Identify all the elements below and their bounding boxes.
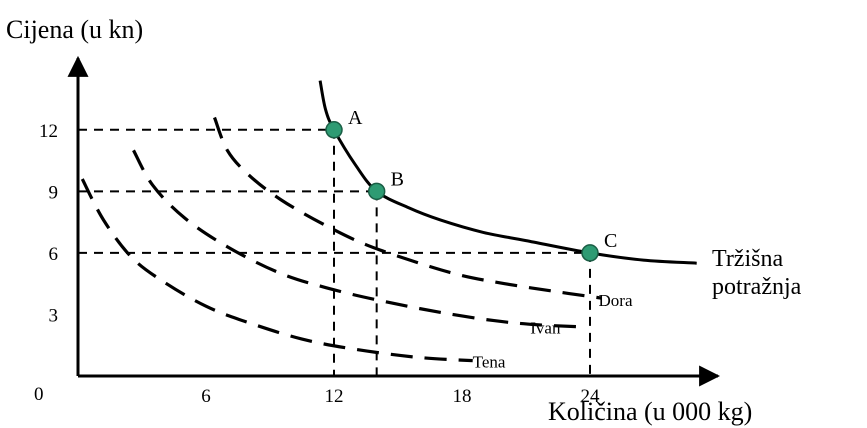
- labeled-points: A B C: [325, 107, 617, 262]
- curve-tena: [80, 178, 473, 363]
- curve-trzisna-potraznja: [318, 80, 697, 265]
- market-demand-label-line-1: Tržišna: [712, 246, 783, 272]
- x-tick-label: 24: [581, 386, 601, 407]
- tick-labels: 3 6 9 12 6 12 18 24: [39, 121, 600, 407]
- x-tick-label: 6: [201, 386, 211, 407]
- guide-lines: [78, 128, 591, 376]
- origin-label: 0: [34, 384, 44, 405]
- y-tick-label: 12: [39, 121, 58, 142]
- point-label-b: B: [391, 168, 404, 190]
- market-demand-label-line-2: potražnja: [712, 274, 802, 300]
- market-demand-label: Tržišna potražnja: [712, 246, 802, 300]
- y-tick-label: 6: [49, 244, 59, 265]
- x-axis-title: Količina (u 000 kg): [548, 397, 752, 426]
- curve-ivan: [132, 149, 580, 329]
- curve-labels: Tena Ivan Dora: [473, 291, 633, 372]
- point-c: [581, 244, 599, 262]
- x-tick-label: 18: [453, 386, 472, 407]
- curve-label-ivan: Ivan: [530, 319, 561, 338]
- curve-dora: [213, 116, 601, 300]
- y-tick-label: 3: [49, 305, 59, 326]
- point-label-a: A: [348, 107, 363, 129]
- point-a: [325, 121, 343, 139]
- x-tick-label: 12: [325, 386, 344, 407]
- demand-curves: [80, 80, 697, 363]
- point-label-c: C: [604, 230, 617, 252]
- y-tick-label: 9: [49, 182, 59, 203]
- y-axis-title: Cijena (u kn): [6, 15, 143, 44]
- point-b: [367, 182, 386, 201]
- curve-label-tena: Tena: [473, 353, 506, 372]
- curve-label-dora: Dora: [599, 291, 633, 310]
